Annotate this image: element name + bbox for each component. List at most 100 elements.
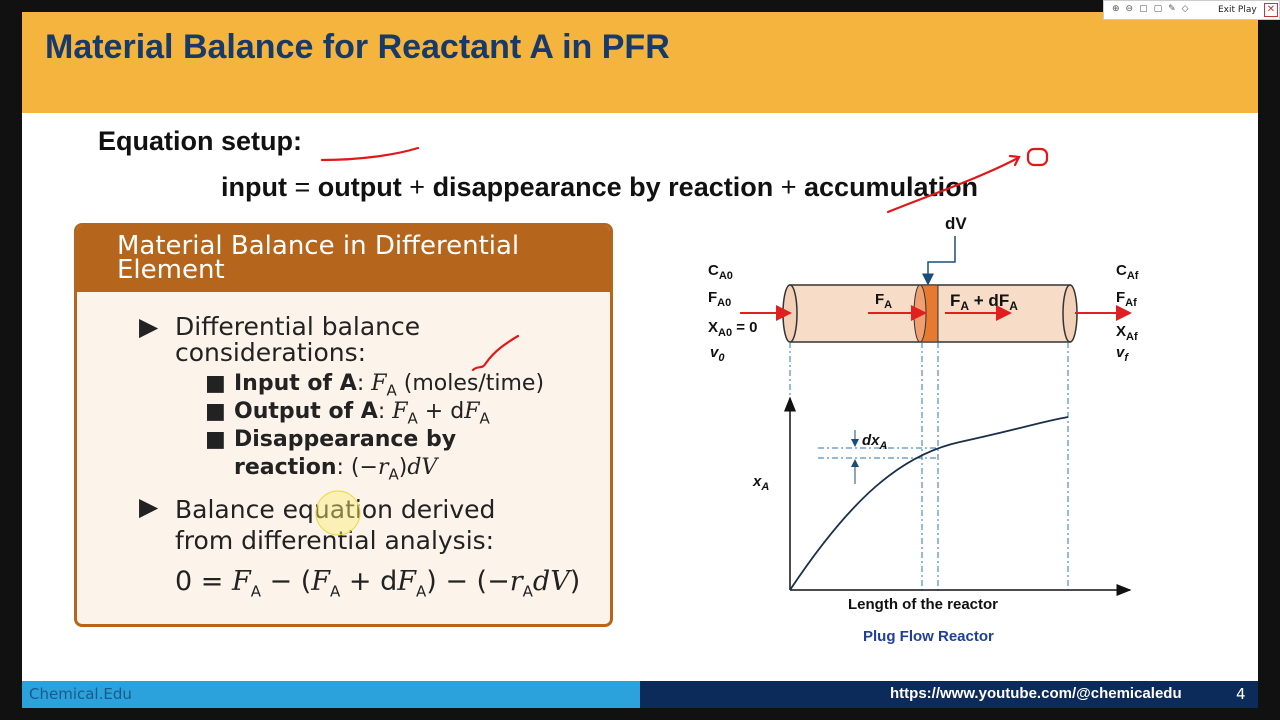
- text-part: output: [317, 172, 402, 202]
- text-part: − (: [260, 566, 312, 597]
- header-bar: [22, 12, 1258, 113]
- outlet-label: FAf: [1116, 289, 1137, 309]
- text-part: A: [407, 409, 418, 428]
- url[interactable]: https://www.youtube.com/@chemicaledu: [890, 685, 1182, 702]
- text-part: A: [479, 409, 490, 428]
- text-part: (−: [350, 455, 378, 480]
- dx-label: dxA: [862, 432, 888, 452]
- text-part: v: [710, 344, 720, 361]
- dv-label: dV: [945, 214, 967, 233]
- flow-in: FA: [875, 291, 892, 311]
- text-part: 0: [718, 352, 725, 364]
- text-part: :: [377, 399, 386, 424]
- setup-heading: Equation setup:: [98, 126, 302, 156]
- text-part: r: [509, 566, 523, 597]
- stroke: [471, 334, 520, 372]
- text-part: A: [330, 582, 341, 601]
- shape: [922, 236, 956, 286]
- sub-bullet: Output of A: FA + dFA: [234, 398, 490, 432]
- text-part: A: [250, 582, 261, 601]
- shape: [1026, 147, 1049, 167]
- toolbar-icons[interactable]: ⊕⊖▢▢✎◇: [1112, 4, 1195, 14]
- text-part: C: [708, 262, 719, 279]
- text-part: +: [780, 172, 797, 202]
- outlet-label: XAf: [1116, 323, 1138, 343]
- text-part: X: [708, 319, 718, 336]
- close-button[interactable]: ✕: [1264, 3, 1278, 17]
- text-part: F: [371, 371, 387, 396]
- text-part: f: [1124, 352, 1129, 364]
- text-part: A0: [718, 327, 732, 339]
- text-part: A: [388, 465, 399, 484]
- text-part: A: [760, 481, 769, 493]
- inlet-label: v0: [710, 344, 725, 364]
- y-axis-label: xA: [752, 473, 769, 493]
- shape: ■: [205, 399, 226, 424]
- text-part: Input of A: [234, 371, 357, 396]
- text-part: C: [1116, 262, 1127, 279]
- toolbar: ⊕⊖▢▢✎◇ Exit Play ✕: [1103, 0, 1280, 20]
- stroke: [789, 416, 1069, 591]
- text-part: F: [392, 399, 408, 424]
- text-part: :: [356, 371, 365, 396]
- text-part: = 0: [732, 319, 757, 336]
- outlet-label: CAf: [1116, 262, 1139, 282]
- text-part: A: [1009, 299, 1018, 313]
- outlet-label: vf: [1116, 344, 1129, 364]
- text-part: A: [960, 299, 969, 313]
- text-part: A: [415, 582, 427, 601]
- text-part: Disappearance by reaction: [234, 427, 457, 480]
- text-part: v: [1116, 344, 1126, 361]
- box-title: Material Balance in Differential Element: [117, 231, 520, 285]
- text-part: A: [884, 299, 892, 311]
- text-part: A0: [719, 270, 733, 282]
- shape: ■: [205, 427, 226, 452]
- shape: [320, 146, 1049, 372]
- bullet: Balance equation derived from differenti…: [175, 495, 496, 555]
- text-part: ): [569, 566, 581, 597]
- text-part: F: [311, 566, 331, 597]
- text-part: ): [398, 455, 408, 480]
- flow-out: FA + dFA: [950, 291, 1018, 313]
- text-part: + d: [424, 399, 465, 424]
- page-number: 4: [1236, 685, 1246, 703]
- shape: [315, 490, 361, 536]
- caption: Plug Flow Reactor: [863, 628, 994, 645]
- text-part: + d: [340, 566, 398, 597]
- shape: CA0 FA0 XA0 = 0 v0 CAf FAf XAf vf dV FA …: [708, 214, 1139, 645]
- exit-button[interactable]: Exit Play: [1218, 5, 1257, 15]
- text-part: F: [464, 399, 480, 424]
- text-part: =: [294, 172, 311, 202]
- shape: ▶: [139, 492, 159, 521]
- text-part: dV: [532, 566, 570, 597]
- text-part: F: [875, 291, 884, 308]
- text-part: +: [409, 172, 426, 202]
- text-part: (moles/time): [403, 371, 545, 396]
- stroke: [320, 146, 420, 162]
- bullet: Differential balance considerations:: [175, 312, 421, 367]
- slide-title: Material Balance for Reactant A in PFR: [45, 28, 670, 66]
- text-part: F: [1116, 289, 1125, 306]
- text-part: dV: [407, 455, 438, 480]
- sub-bullet: Disappearance by reaction: (−rA)dV: [234, 426, 484, 488]
- inlet-label: FA0: [708, 289, 731, 309]
- stroke: [1008, 154, 1021, 167]
- text-part: X: [1116, 323, 1126, 340]
- text-part: input: [221, 172, 287, 202]
- text-part: r: [377, 455, 389, 480]
- text-part: F: [708, 289, 717, 306]
- text-part: Af: [1126, 331, 1138, 343]
- content-box: Material Balance in Differential Element…: [74, 223, 613, 627]
- text-part: disappearance by reaction: [432, 172, 774, 202]
- footer-right: https://www.youtube.com/@chemicaledu 4: [640, 681, 1258, 708]
- text-part: A0: [717, 297, 731, 309]
- x-axis-label: Length of the reactor: [848, 596, 998, 613]
- shape: ▶: [139, 312, 159, 341]
- text-part: F: [231, 566, 251, 597]
- text-part: ) − (−: [426, 566, 510, 597]
- text-part: :: [336, 455, 344, 480]
- footer-left: Chemical.Edu: [22, 681, 640, 708]
- text-part: dx: [862, 432, 880, 449]
